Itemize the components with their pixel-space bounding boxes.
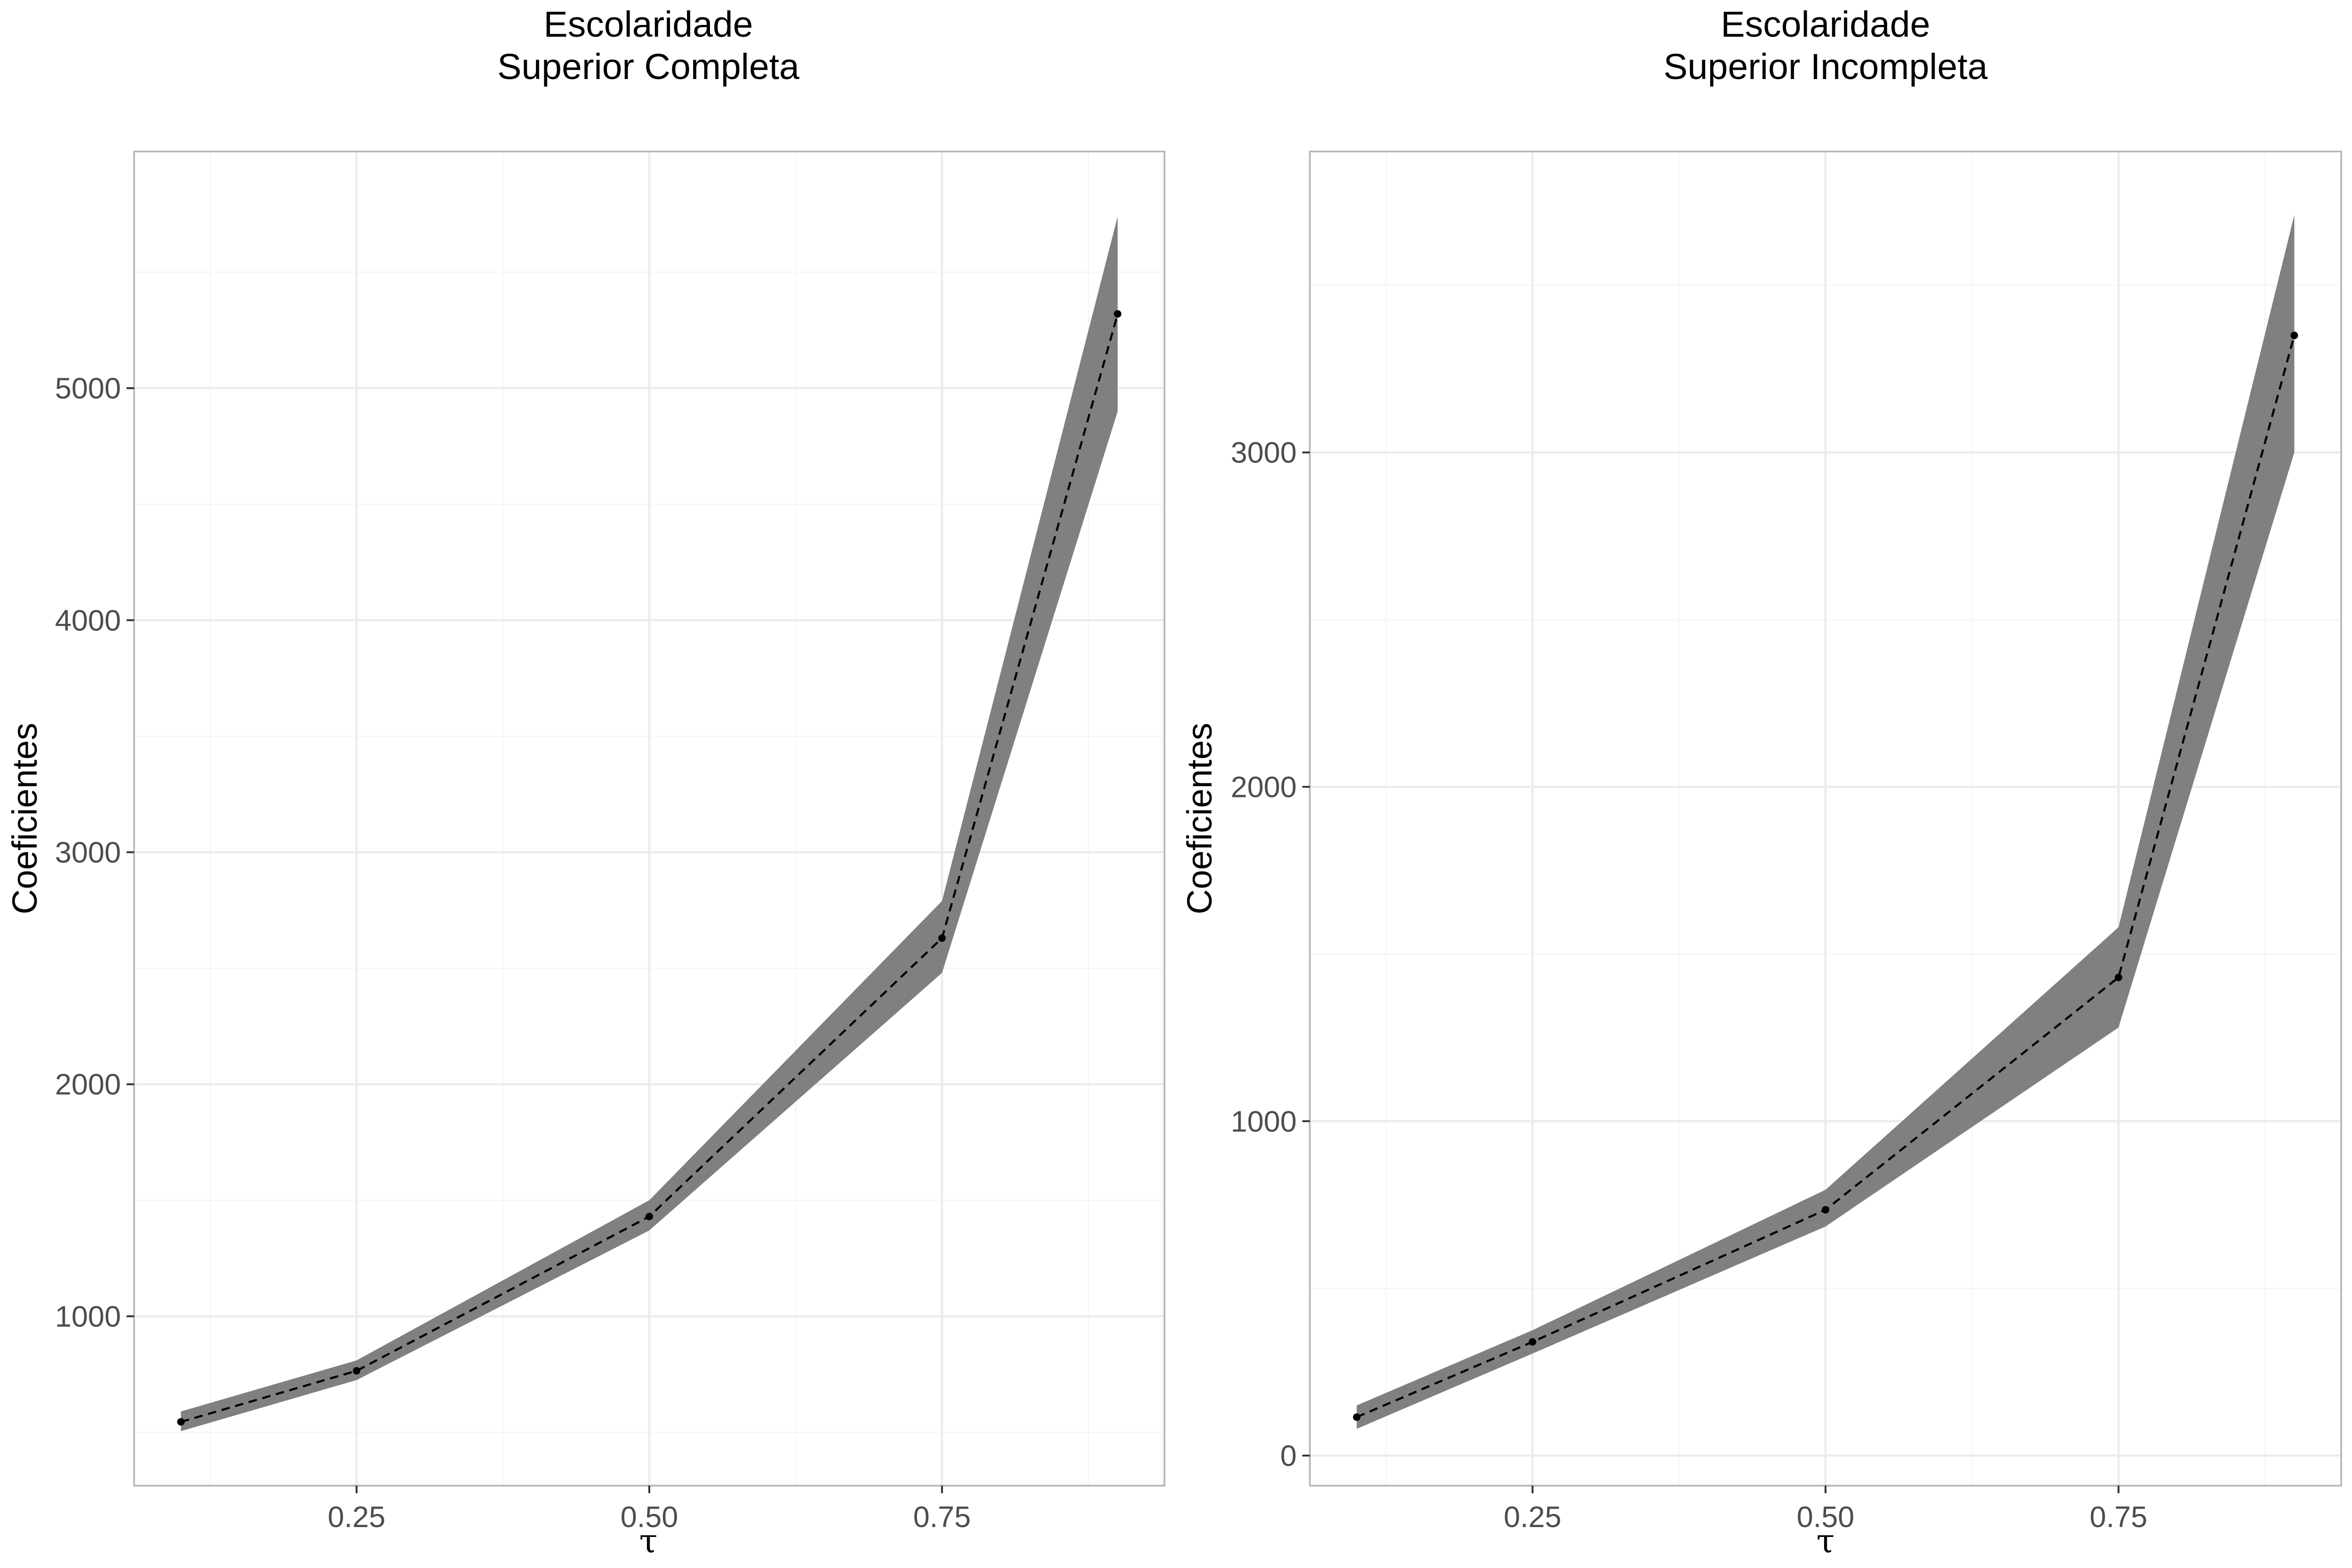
- coefficient-points: [1353, 331, 2298, 1421]
- coefficient-point: [646, 1212, 653, 1220]
- coefficient-point: [1114, 310, 1122, 318]
- x-axis-title: τ: [1817, 1522, 1835, 1560]
- coefficient-point: [2114, 973, 2122, 981]
- panel-title-line1: Escolaridade: [1721, 4, 1930, 45]
- y-tick-label: 2000: [1231, 771, 1297, 804]
- panel-title-line1: Escolaridade: [543, 4, 753, 45]
- y-tick-label: 0: [1280, 1440, 1297, 1472]
- x-tick-label: 0.25: [1504, 1501, 1562, 1534]
- coefficient-point: [177, 1418, 185, 1426]
- coefficient-point: [2290, 331, 2298, 339]
- coefficient-point: [1822, 1206, 1829, 1214]
- axis-ticks: [1302, 451, 2120, 1493]
- y-tick-label: 4000: [55, 604, 121, 637]
- x-tick-label: 0.50: [1797, 1501, 1855, 1534]
- x-axis-title: τ: [639, 1522, 658, 1560]
- x-tick-labels: 0.25 0.50 0.75: [328, 1501, 971, 1534]
- y-tick-labels: 1000 2000 3000 4000 5000: [55, 372, 121, 1333]
- coefficient-point: [1529, 1338, 1537, 1346]
- y-tick-label: 2000: [55, 1068, 121, 1101]
- x-tick-label: 0.25: [328, 1501, 386, 1534]
- panel-title-line2: Superior Completa: [497, 47, 799, 87]
- x-tick-label: 0.75: [913, 1501, 971, 1534]
- y-tick-label: 5000: [55, 372, 121, 405]
- axis-ticks: [127, 387, 943, 1493]
- y-axis-title: Coeficientes: [1180, 723, 1219, 914]
- y-tick-label: 1000: [55, 1300, 121, 1333]
- x-tick-label: 0.75: [2089, 1501, 2147, 1534]
- coefficient-point: [938, 934, 946, 942]
- coefficient-point: [1353, 1413, 1361, 1421]
- y-tick-label: 3000: [1231, 437, 1297, 470]
- x-tick-label: 0.50: [621, 1501, 678, 1534]
- major-grid: [1310, 151, 2341, 1486]
- y-tick-label: 1000: [1231, 1105, 1297, 1138]
- y-tick-label: 3000: [55, 836, 121, 869]
- coefficient-point: [352, 1367, 360, 1375]
- panel-superior-completa: Escolaridade Superior Completa Coeficien…: [5, 4, 1165, 1560]
- major-grid: [134, 151, 1164, 1486]
- panel-title-line2: Superior Incompleta: [1663, 47, 1987, 87]
- x-tick-labels: 0.25 0.50 0.75: [1504, 1501, 2147, 1534]
- panel-superior-incompleta: Escolaridade Superior Incompleta Coefici…: [1180, 4, 2342, 1560]
- y-axis-title: Coeficientes: [5, 723, 44, 914]
- coefficient-points: [177, 310, 1122, 1426]
- y-tick-labels: 0 1000 2000 3000: [1231, 437, 1297, 1472]
